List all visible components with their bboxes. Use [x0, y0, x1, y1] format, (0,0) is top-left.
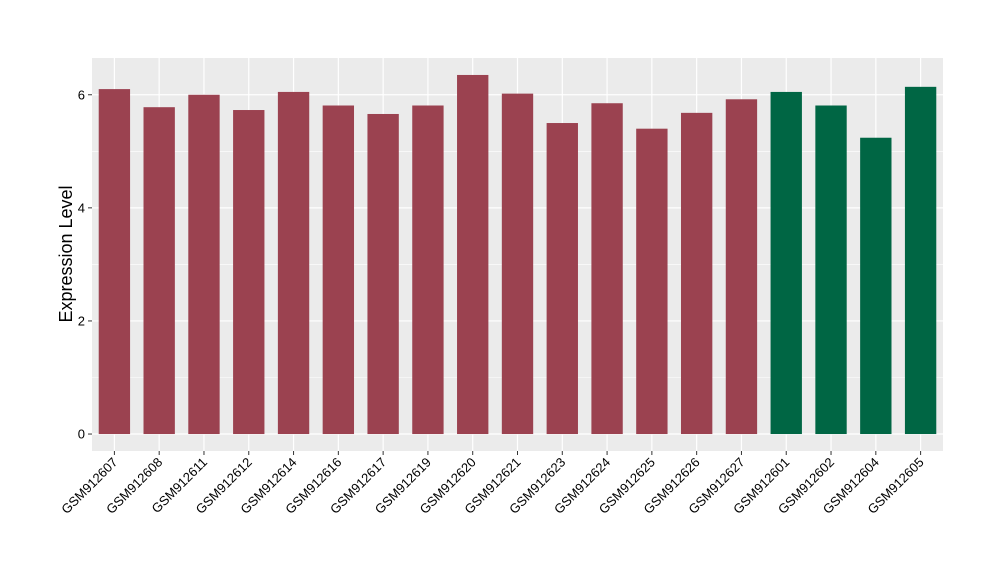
- y-tick-label: 2: [78, 313, 85, 328]
- bar-GSM912620: [457, 74, 489, 435]
- y-tick-label: 0: [78, 427, 85, 442]
- bar-GSM912612: [233, 110, 265, 435]
- bar-GSM912619: [412, 105, 444, 435]
- y-axis-title: Expression Level: [56, 185, 76, 322]
- y-tick-label: 6: [78, 87, 85, 102]
- bar-GSM912611: [188, 94, 220, 435]
- bar-GSM912616: [322, 105, 355, 435]
- y-tick-label: 4: [78, 200, 85, 215]
- bar-GSM912626: [680, 112, 713, 435]
- bar-GSM912625: [636, 128, 668, 435]
- bar-GSM912605: [904, 86, 937, 435]
- bar-GSM912602: [815, 105, 847, 435]
- bar-GSM912614: [277, 91, 310, 435]
- bar-GSM912624: [591, 103, 623, 435]
- bar-GSM912608: [143, 107, 175, 435]
- bar-GSM912601: [770, 91, 802, 435]
- x-axis: GSM912607GSM912608GSM912611GSM912612GSM9…: [58, 451, 927, 517]
- bar-GSM912621: [501, 93, 534, 435]
- bars: [98, 74, 937, 435]
- bar-GSM912607: [98, 89, 131, 435]
- bar-GSM912627: [725, 99, 758, 435]
- bar-GSM912617: [367, 113, 399, 435]
- bar-GSM912623: [546, 123, 578, 435]
- bar-GSM912604: [860, 137, 892, 435]
- y-axis: 0 2 4 6: [78, 87, 92, 442]
